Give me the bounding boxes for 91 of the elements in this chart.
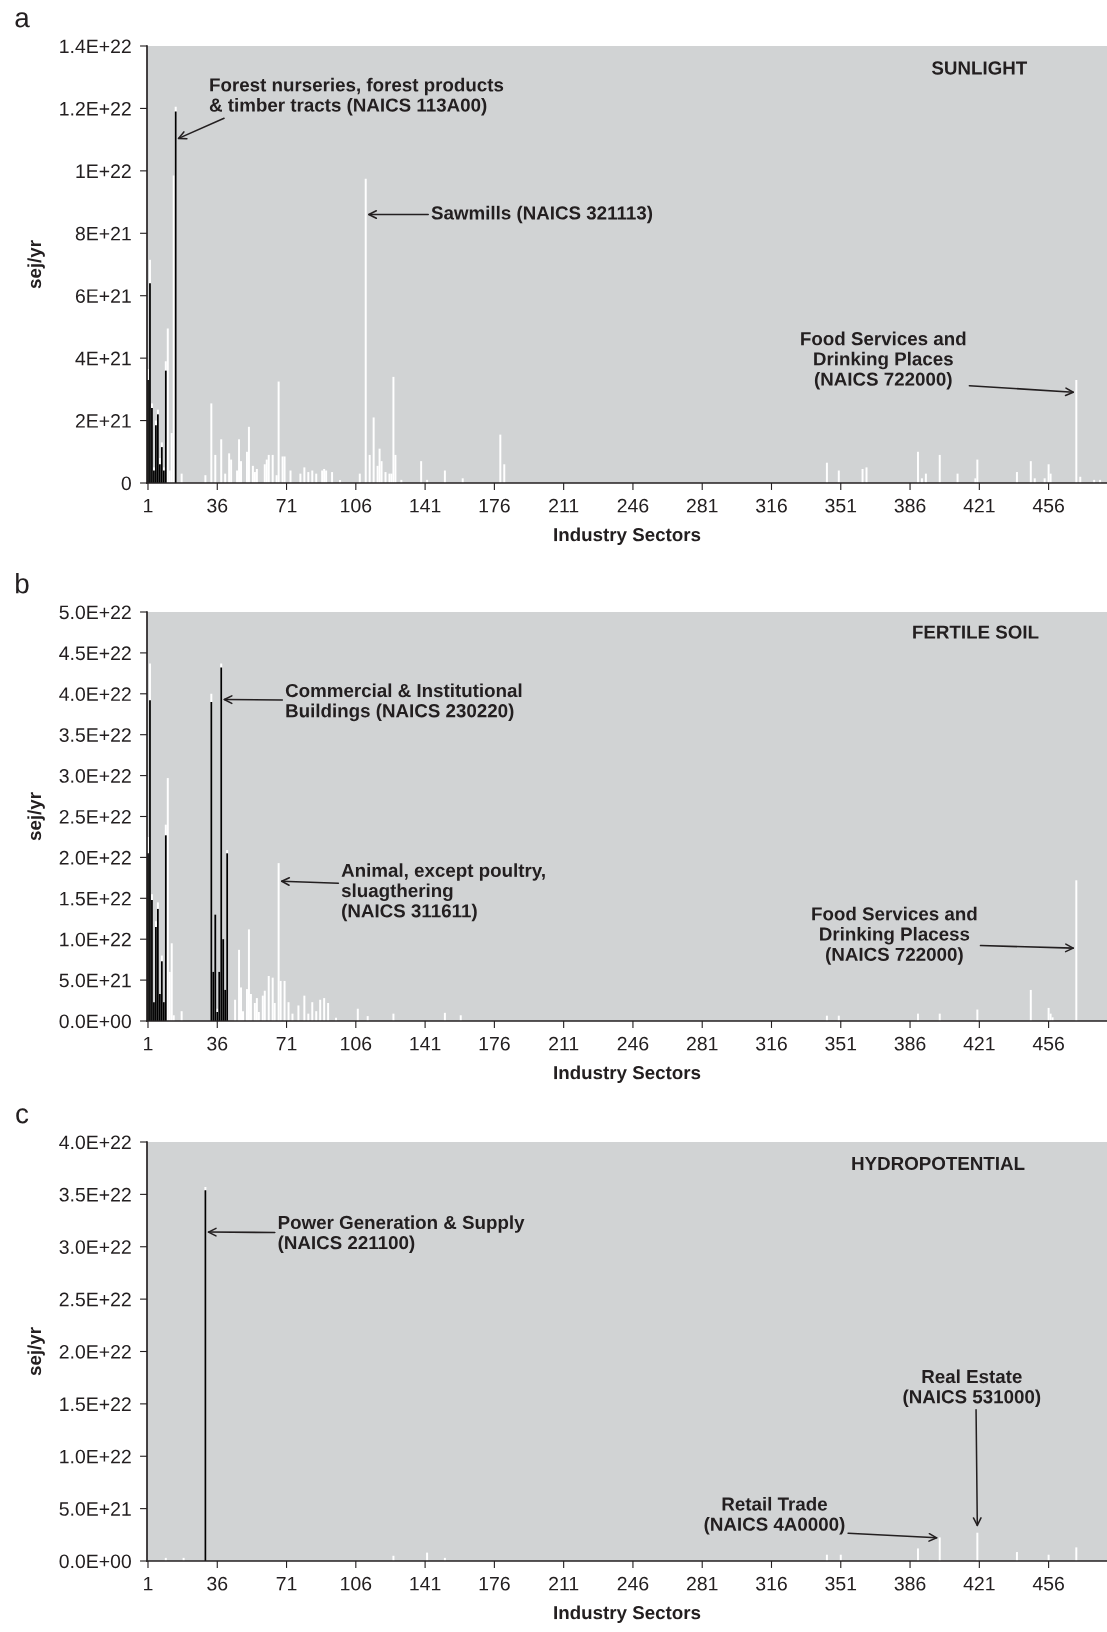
x-tick-label: 246 [617,498,649,513]
y-tick-label: 1.0E+22 [60,932,131,947]
annotation: Food Services and Drinking Placess (NAICS 722000) [812,906,977,965]
y-tick-label: 5.0E+21 [59,973,131,988]
x-tick-label: 36 [207,1576,228,1591]
y-tick-label: 1.4E+22 [60,39,131,54]
x-tick-label: 421 [963,1036,995,1051]
x-tick-label: 316 [756,1036,787,1051]
x-tick-label: 386 [894,1036,926,1051]
x-tick-label: 141 [410,498,441,513]
x-axis-title: Industry Sectors [554,527,701,545]
x-tick-label: 211 [549,498,579,513]
text: a [15,12,30,28]
annotation: Commercial & Institutional Buildings (NAICS 230220) [285,683,522,722]
x-tick-label: 456 [1032,1036,1064,1051]
x-tick-label: 281 [686,1576,718,1591]
y-tick-label: 5.0E+21 [59,1502,131,1516]
x-tick-label: 176 [479,498,510,513]
x-tick-label: 421 [963,1576,995,1591]
x-tick-label: 351 [825,498,857,513]
y-tick-label: 8E+21 [75,226,131,241]
y-tick-label: 3.5E+22 [59,1187,131,1202]
y-tick-label: 4.5E+22 [59,646,131,661]
x-tick-label: 71 [276,498,297,513]
y-tick-label: 1E+22 [76,164,131,178]
x-tick-label: 246 [617,1576,649,1591]
x-tick-label: 456 [1032,498,1064,513]
x-tick-label: 316 [756,498,787,513]
x-tick-label: 456 [1032,1576,1064,1591]
annotation: Food Services and Drinking Places (NAICS 722000) [801,331,966,390]
x-tick-label: 71 [276,1036,297,1051]
x-tick-label: 106 [341,1576,372,1591]
y-tick-label: 1.2E+22 [60,101,131,116]
annotation: Sawmills (NAICS 321113) [431,205,653,224]
x-tick-label: 141 [410,1576,441,1591]
y-tick-label: 4.0E+22 [59,1135,131,1150]
x-tick-label: 211 [549,1576,579,1591]
x-tick-label: 176 [479,1036,510,1051]
x-tick-label: 106 [341,498,372,513]
x-tick-label: 36 [207,1036,228,1051]
text: b [16,573,29,594]
y-tick-label: 1.5E+22 [60,1397,131,1412]
y-tick-label: 2E+21 [75,414,131,428]
y-tick-label: 0.0E+00 [59,1014,131,1029]
annotation: Retail Trade (NAICS 4A0000) [704,1496,845,1535]
x-axis-title: Industry Sectors [554,1605,701,1623]
x-tick-label: 281 [686,498,718,513]
y-tick-label: 5.0E+22 [59,605,131,620]
x-tick-label: 36 [207,498,228,513]
x-tick-label: 71 [276,1576,297,1591]
x-tick-label: 316 [756,1576,787,1591]
x-tick-label: 281 [686,1036,718,1051]
text: HYDROPOTENTIAL [852,1156,1025,1171]
y-axis-title: sej/yr [27,240,45,289]
y-tick-label: 6E+21 [75,289,131,303]
x-tick-label: 176 [479,1576,510,1591]
y-tick-label: 2.0E+22 [59,1344,131,1359]
y-tick-label: 1.0E+22 [60,1449,131,1464]
annotation: Forest nurseries, forest products & timber tracts (NAICS 113A00) [209,77,504,116]
text: SUNLIGHT [931,61,1028,75]
x-tick-label: 386 [894,1576,926,1591]
x-tick-label: 1 [144,498,153,513]
y-tick-label: 0 [121,476,131,491]
annotation: Real Estate (NAICS 531000) [903,1369,1041,1408]
y-tick-label: 2.5E+22 [59,809,131,824]
x-tick-label: 211 [549,1036,579,1051]
x-tick-label: 386 [894,498,926,513]
y-tick-label: 3.0E+22 [59,1240,131,1254]
x-tick-label: 141 [410,1036,441,1051]
y-tick-label: 1.5E+22 [60,891,131,906]
annotation: Power Generation & Supply (NAICS 221100) [278,1215,525,1254]
x-tick-label: 351 [825,1576,857,1591]
x-tick-label: 246 [617,1036,649,1051]
y-tick-label: 2.0E+22 [59,850,131,865]
y-tick-label: 0.0E+00 [59,1554,131,1569]
text: FERTILE SOIL [913,625,1039,639]
y-tick-label: 4.0E+22 [59,687,131,702]
y-tick-label: 4E+21 [75,351,131,366]
x-tick-label: 1 [144,1576,153,1591]
y-tick-label: 3.5E+22 [59,728,131,742]
y-axis-title: sej/yr [27,792,45,841]
x-tick-label: 421 [963,498,995,513]
x-tick-label: 106 [341,1036,372,1051]
text: c [16,1108,29,1124]
y-tick-label: 2.5E+22 [59,1292,131,1307]
x-tick-label: 1 [144,1036,153,1051]
x-axis-title: Industry Sectors [554,1065,701,1083]
annotation: Animal, except poultry, sluagthering (NAICS 311611) [341,863,545,922]
x-tick-label: 351 [825,1036,857,1051]
y-axis-title: sej/yr [27,1327,45,1376]
y-tick-label: 3.0E+22 [59,769,131,783]
